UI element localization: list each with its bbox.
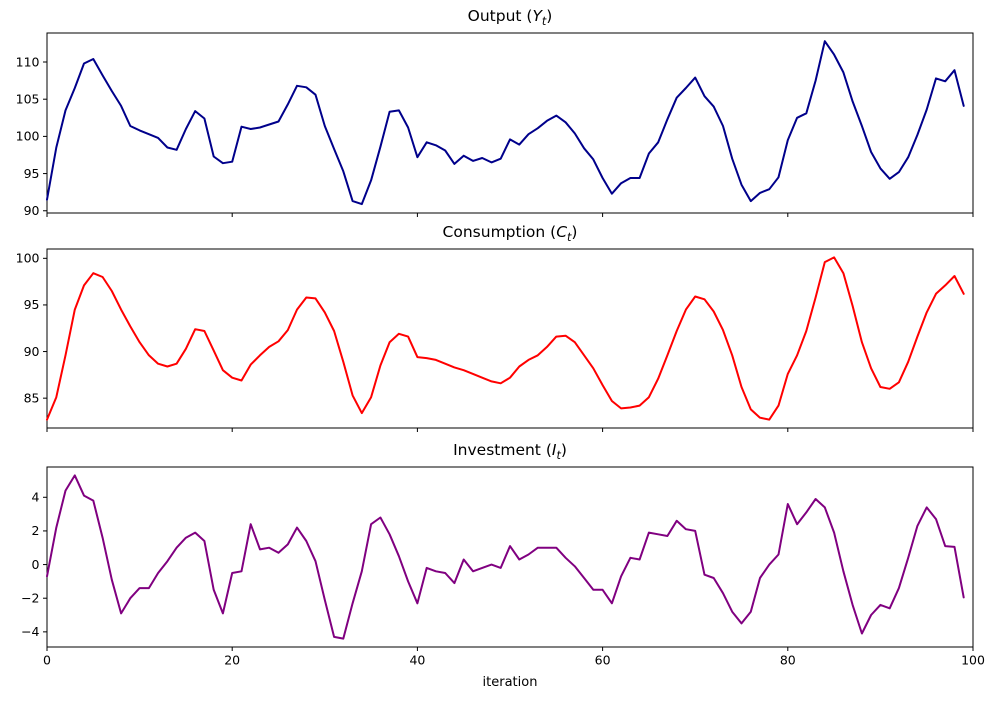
investment-line [46,474,965,640]
chart-title-investment: Investment (It) [47,441,973,465]
investment-ytick-label: −2 [21,591,39,606]
output-line [46,40,965,206]
title-text: ) [571,223,578,241]
x-axis-label: iteration [482,675,538,690]
title-text: ) [560,441,567,459]
consumption-ytick-label: 90 [24,344,40,359]
title-var: C [556,223,568,241]
investment-xtick-label: 100 [961,653,985,668]
consumption-ytick-label: 95 [24,297,40,312]
output-ytick-label: 95 [24,166,40,181]
investment-xtick-label: 40 [409,653,425,668]
investment-axes-frame [46,466,974,648]
consumption-ytick-label: 100 [16,251,40,266]
title-subscript: t [541,15,547,29]
investment-xtick-label: 20 [224,653,240,668]
investment-ytick-label: 0 [32,557,40,572]
title-var: I [551,441,557,459]
consumption-axes-frame [46,248,974,429]
output-ytick-label: 90 [24,203,40,218]
output-ytick-label: 110 [16,54,40,69]
title-text: ) [546,7,553,25]
investment-xtick-label: 0 [43,653,51,668]
title-var: Y [532,7,542,25]
consumption-ytick-label: 85 [24,390,40,405]
chart-title-output: Output (Yt) [47,7,973,31]
title-text: Output ( [467,7,533,25]
investment-xtick-label: 80 [780,653,796,668]
investment-ytick-label: −4 [21,624,39,639]
chart-title-consumption: Consumption (Ct) [47,223,973,247]
title-subscript: t [556,449,561,463]
title-subscript: t [567,231,572,245]
investment-xtick-label: 60 [595,653,611,668]
output-ytick-label: 105 [16,91,40,106]
output-axes-frame [46,32,974,214]
consumption-line [46,256,965,421]
title-text: Investment ( [453,441,552,459]
title-text: Consumption ( [442,223,557,241]
investment-ytick-label: 4 [32,490,40,505]
investment-ytick-label: 2 [32,523,40,538]
output-ytick-label: 100 [16,129,40,144]
